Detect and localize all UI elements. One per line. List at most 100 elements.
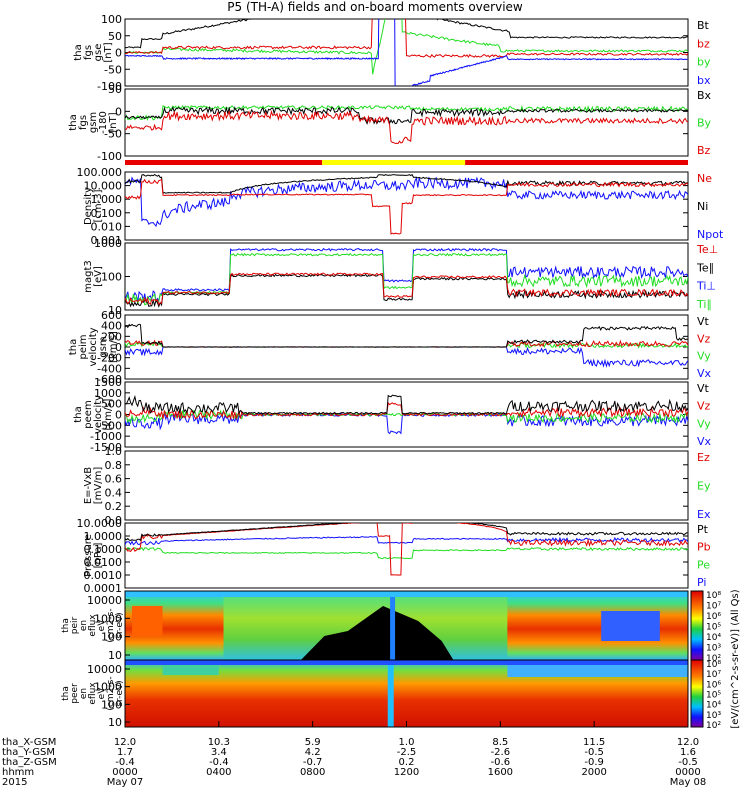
- year-label: 2015: [2, 777, 27, 788]
- xrow-value: 5.9: [305, 737, 321, 748]
- colorbar-tick: 10⁶: [706, 680, 721, 690]
- spectrogram-region: [125, 660, 688, 665]
- ylabel-line: [nT]: [103, 42, 114, 62]
- spectrogram-stripe: [390, 591, 396, 660]
- mode-bar-slow: [125, 160, 323, 165]
- ytick-label: 0.0100: [84, 556, 123, 569]
- ylabel-peem_velocity: tha peem velocity [km/s]: [73, 395, 114, 434]
- legend-Vt: Vt: [697, 382, 710, 395]
- series-Ne: [125, 178, 688, 235]
- ytick-label: -50: [104, 63, 122, 76]
- panel-frame-efield: [124, 450, 689, 521]
- xrow-value: 11.5: [583, 737, 605, 748]
- colorbar-label: [eV/(cm^2-s-sr-eV)] (All Qs): [730, 589, 741, 728]
- ytick-label: 10000: [87, 594, 122, 607]
- legend-Pi: Pi: [697, 576, 706, 589]
- legend-Ni: Ni: [697, 200, 708, 213]
- ylabel-line: E=-VxB: [83, 467, 94, 504]
- start-date: May 07: [107, 777, 144, 788]
- xrow-value: 12.0: [114, 737, 136, 748]
- xrow-value: 1.6: [680, 747, 696, 758]
- legend-Bz: Bz: [697, 144, 711, 157]
- series-Vt: [125, 323, 688, 348]
- ylabel-line: fgs: [83, 45, 94, 60]
- ytick-label: 10000: [87, 663, 122, 676]
- xrow-value: -2.6: [491, 747, 511, 758]
- xrow-value: 12.0: [677, 737, 699, 748]
- ylabel-line: [nT]: [108, 112, 119, 132]
- ytick-label: -500: [97, 419, 122, 432]
- legend-bx: bx: [697, 74, 711, 87]
- ylabel-line: [cm-3]: [93, 189, 104, 222]
- ytick-label: 10: [108, 649, 122, 662]
- legend-Bt: Bt: [697, 19, 710, 32]
- ylabel-pressure: Pressure [nPa]: [83, 534, 104, 577]
- legend-Ez: Ez: [697, 451, 710, 464]
- ylabel-line: peir: [70, 616, 80, 634]
- ytick-label: 10.000: [84, 180, 123, 193]
- series-by: [125, 19, 688, 75]
- series-Bt: [125, 19, 688, 49]
- xrow-value: 1200: [394, 767, 419, 778]
- ytick-label: 0.010: [91, 220, 123, 233]
- ytick-label: 500: [101, 398, 122, 411]
- xrow-value: 0000: [112, 767, 137, 778]
- xrow-label-tha_X-GSM: tha_X-GSM: [2, 737, 56, 748]
- xrow-value: 3.4: [211, 747, 227, 758]
- spectrogram-region: [162, 665, 219, 675]
- ytick-label: 600: [101, 309, 122, 322]
- colorbar-tick: 10³: [706, 711, 721, 721]
- ylabel-line: eV: [97, 619, 107, 632]
- ylabel-line: peem: [83, 400, 94, 428]
- series-Pb: [125, 523, 688, 576]
- legend-By: By: [697, 117, 712, 130]
- colorbar-2: [690, 659, 704, 728]
- spectrogram-nodata: [300, 606, 454, 660]
- series-Vt-e: [125, 394, 688, 415]
- panel-frame-fgs_gsm: [124, 88, 689, 157]
- colorbar-tick: 10⁵: [706, 691, 721, 701]
- xrow-value: 0800: [300, 767, 325, 778]
- ytick-label: 400: [101, 320, 122, 333]
- ylabel-line: magt3: [83, 260, 94, 293]
- legend-Ti⊥: Ti⊥: [696, 280, 716, 293]
- ylabel-line: peim: [78, 334, 89, 359]
- ylabel-line: tha: [68, 114, 79, 130]
- xrow-value: -2.5: [397, 747, 417, 758]
- mode-bar-slow-2: [465, 160, 688, 165]
- ytick-label: 100.000: [77, 166, 123, 179]
- ytick-label: 1.0000: [84, 530, 123, 543]
- end-date: May 08: [670, 777, 707, 788]
- ylabel-line: tha: [73, 406, 84, 422]
- colorbar-tick: 10⁶: [706, 612, 721, 622]
- series-Te-par: [125, 273, 688, 308]
- xrow-value: -0.5: [678, 757, 698, 768]
- ytick-label: -1500: [90, 441, 122, 454]
- ylabel-line: peer: [70, 683, 80, 704]
- ylabel-line: velocity: [93, 395, 104, 434]
- xrow-label-tha_Y-GSM: tha_Y-GSM: [2, 747, 55, 758]
- ylabel-efield: E=-VxB [mV/m]: [83, 467, 104, 505]
- legend-Vy: Vy: [697, 350, 711, 363]
- ytick-label: -50: [104, 128, 122, 141]
- xrow-value: 0.2: [399, 757, 415, 768]
- series-Ti-perp: [125, 247, 688, 304]
- ylabel-peim_velocity: tha peim velocity gsm [km/s]: [68, 327, 119, 366]
- ytick-label: 0.2: [105, 500, 123, 513]
- xrow-value: 2000: [581, 767, 606, 778]
- ytick-label: -1000: [90, 430, 122, 443]
- spectrogram-region: [125, 591, 688, 597]
- spectrogram-region: [132, 606, 163, 636]
- xrow-value: 8.5: [492, 737, 508, 748]
- series-By: [125, 104, 688, 121]
- title-bar: P5 (TH-A) fields and on-board moments ov…: [0, 0, 750, 14]
- ytick-label: -600: [97, 373, 122, 386]
- ylabel-line: [nPa]: [93, 542, 104, 568]
- legend-Bx: Bx: [697, 89, 712, 102]
- legend-Pb: Pb: [697, 541, 711, 554]
- ylabel-line: sr-eV): [115, 680, 125, 706]
- legend-Vz: Vz: [697, 400, 711, 413]
- ytick-label: 1500: [94, 376, 122, 389]
- legend-Vx: Vx: [697, 367, 712, 380]
- ylabel-line: en: [79, 620, 89, 631]
